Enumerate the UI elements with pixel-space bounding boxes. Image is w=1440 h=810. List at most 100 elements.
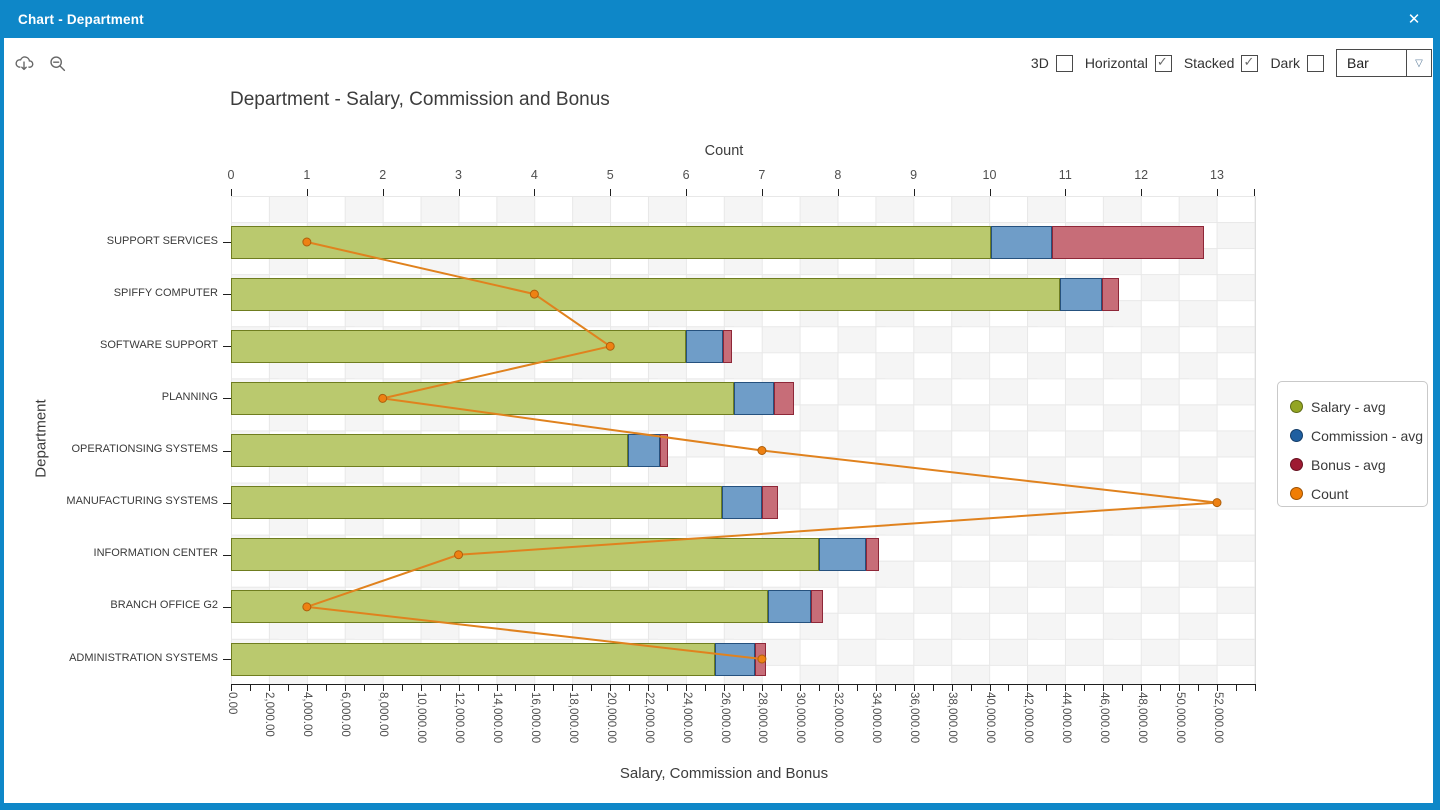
plot-area[interactable] [231, 196, 1256, 684]
close-button[interactable]: ✕ [1407, 11, 1421, 28]
bar-segment-commission[interactable] [991, 225, 1053, 259]
bar-segment-salary[interactable] [231, 434, 629, 467]
bottom-axis-tick [1141, 684, 1143, 691]
bottom-axis-tick-label: 44,000.00 [1059, 692, 1072, 744]
bottom-axis-tick [591, 684, 593, 691]
bottom-axis-tick [1198, 684, 1199, 691]
bottom-axis-tick [534, 684, 536, 691]
left-axis-tick [223, 242, 231, 243]
bottom-axis-tick [268, 684, 270, 691]
bottom-axis-tick [970, 684, 972, 691]
count-point[interactable] [378, 393, 388, 403]
checkbox-3d-box[interactable] [1055, 54, 1073, 72]
top-axis-tick-label: 11 [1058, 168, 1072, 182]
category-label: BRANCH OFFICE G2 [110, 599, 218, 612]
chart-title: Department - Salary, Commission and Bonu… [230, 89, 610, 110]
bottom-axis-tick-label: 52,000.00 [1211, 692, 1224, 744]
bottom-axis-tick [932, 684, 934, 691]
bottom-axis-tick-label: 22,000.00 [642, 692, 655, 744]
bottom-axis-tick-label: 12,000.00 [453, 692, 465, 744]
category-label: SPIFFY COMPUTER [113, 286, 218, 299]
legend-item-count[interactable]: Count [1290, 479, 1427, 508]
bottom-axis-tick-label: 28,000.00 [756, 692, 769, 744]
legend-item-bonus[interactable]: Bonus - avg [1290, 450, 1427, 479]
checkbox-stacked-box[interactable] [1241, 54, 1259, 72]
bottom-axis-tick-label: 34,000.00 [870, 692, 883, 744]
top-axis-tick-label: 10 [982, 168, 997, 182]
bar-segment-salary[interactable] [231, 590, 768, 624]
bottom-axis-tick [1084, 684, 1086, 691]
bottom-axis-tick [1160, 684, 1162, 691]
count-point[interactable] [454, 550, 464, 560]
chart-type-dropdown[interactable]: Bar ▽ [1336, 49, 1432, 77]
bottom-axis-tick-label: 38,000.00 [946, 692, 958, 744]
left-axis-tick [223, 659, 231, 660]
legend-label-bonus: Bonus - avg [1311, 456, 1386, 473]
bar-segment-commission[interactable] [818, 538, 866, 572]
top-axis-tick-label: 13 [1210, 168, 1224, 182]
count-point[interactable] [1212, 498, 1222, 508]
bottom-axis-tick-label: 18,000.00 [566, 692, 579, 744]
bar-segment-salary[interactable] [231, 642, 715, 676]
legend: Salary - avg Commission - avg Bonus - av… [1277, 381, 1428, 507]
bottom-axis-tick [705, 684, 706, 691]
bar-segment-salary[interactable] [231, 277, 1060, 311]
checkbox-horizontal-label: Horizontal [1084, 55, 1148, 71]
bar-segment-commission[interactable] [733, 381, 774, 415]
legend-dot-count [1290, 487, 1303, 500]
count-point[interactable] [757, 654, 767, 664]
bar-segment-bonus[interactable] [1101, 277, 1119, 311]
checkbox-stacked[interactable]: Stacked [1183, 54, 1259, 72]
checkbox-dark-box[interactable] [1307, 54, 1324, 72]
bottom-axis-tick [875, 684, 877, 691]
window-border-left [0, 38, 4, 803]
count-point[interactable] [302, 602, 312, 612]
checkbox-dark[interactable]: Dark [1270, 54, 1324, 72]
count-point[interactable] [529, 289, 539, 299]
legend-item-salary[interactable]: Salary - avg [1290, 392, 1427, 421]
bottom-axis-tick-label: 42,000.00 [1021, 692, 1034, 744]
top-axis-tick [913, 189, 915, 196]
bar-segment-salary[interactable] [231, 381, 734, 415]
bar-segment-commission[interactable] [686, 329, 724, 363]
checkbox-horizontal[interactable]: Horizontal [1084, 54, 1172, 72]
bottom-axis-tick-label: 50,000.00 [1173, 692, 1186, 744]
checkbox-dark-label: Dark [1270, 55, 1300, 71]
left-axis-tick [223, 450, 231, 452]
bottom-axis-tick [553, 684, 555, 691]
bar-segment-bonus[interactable] [762, 486, 779, 520]
bar-segment-bonus[interactable] [810, 590, 823, 624]
count-point[interactable] [605, 341, 615, 351]
count-point[interactable] [302, 237, 312, 247]
export-button[interactable] [13, 52, 35, 74]
bar-segment-bonus[interactable] [660, 434, 669, 467]
legend-label-commission: Commission - avg [1311, 427, 1424, 444]
count-point[interactable] [757, 446, 767, 455]
bar-segment-bonus[interactable] [1052, 225, 1205, 259]
bottom-axis-tick [743, 684, 744, 691]
legend-item-commission[interactable]: Commission - avg [1290, 421, 1427, 450]
bar-segment-commission[interactable] [1059, 277, 1102, 311]
bar-segment-salary[interactable] [231, 538, 819, 572]
bottom-axis-tick-label: 32,000.00 [832, 692, 845, 744]
bar-segment-commission[interactable] [722, 486, 763, 520]
bar-segment-bonus[interactable] [723, 329, 733, 363]
top-axis-tick-label: 1 [303, 168, 311, 182]
bottom-axis-tick [913, 684, 915, 691]
bar-segment-bonus[interactable] [865, 538, 879, 572]
bar-segment-commission[interactable] [767, 590, 811, 624]
checkbox-horizontal-box[interactable] [1154, 54, 1172, 72]
count-line-layer [302, 237, 1222, 664]
bar-segment-bonus[interactable] [773, 381, 795, 415]
checkbox-3d[interactable]: 3D [1031, 54, 1073, 72]
category-label: MANUFACTURING SYSTEMS [66, 495, 218, 508]
left-axis-tick [223, 398, 231, 400]
zoom-out-button[interactable] [47, 53, 69, 75]
bottom-axis-tick [439, 684, 441, 691]
cloud-download-icon [15, 56, 34, 71]
bottom-axis-tick [856, 684, 858, 691]
bottom-axis-tick [951, 684, 953, 691]
checkbox-stacked-label: Stacked [1183, 55, 1235, 71]
bar-segment-commission[interactable] [714, 642, 755, 676]
bar-segment-salary[interactable] [231, 486, 723, 520]
